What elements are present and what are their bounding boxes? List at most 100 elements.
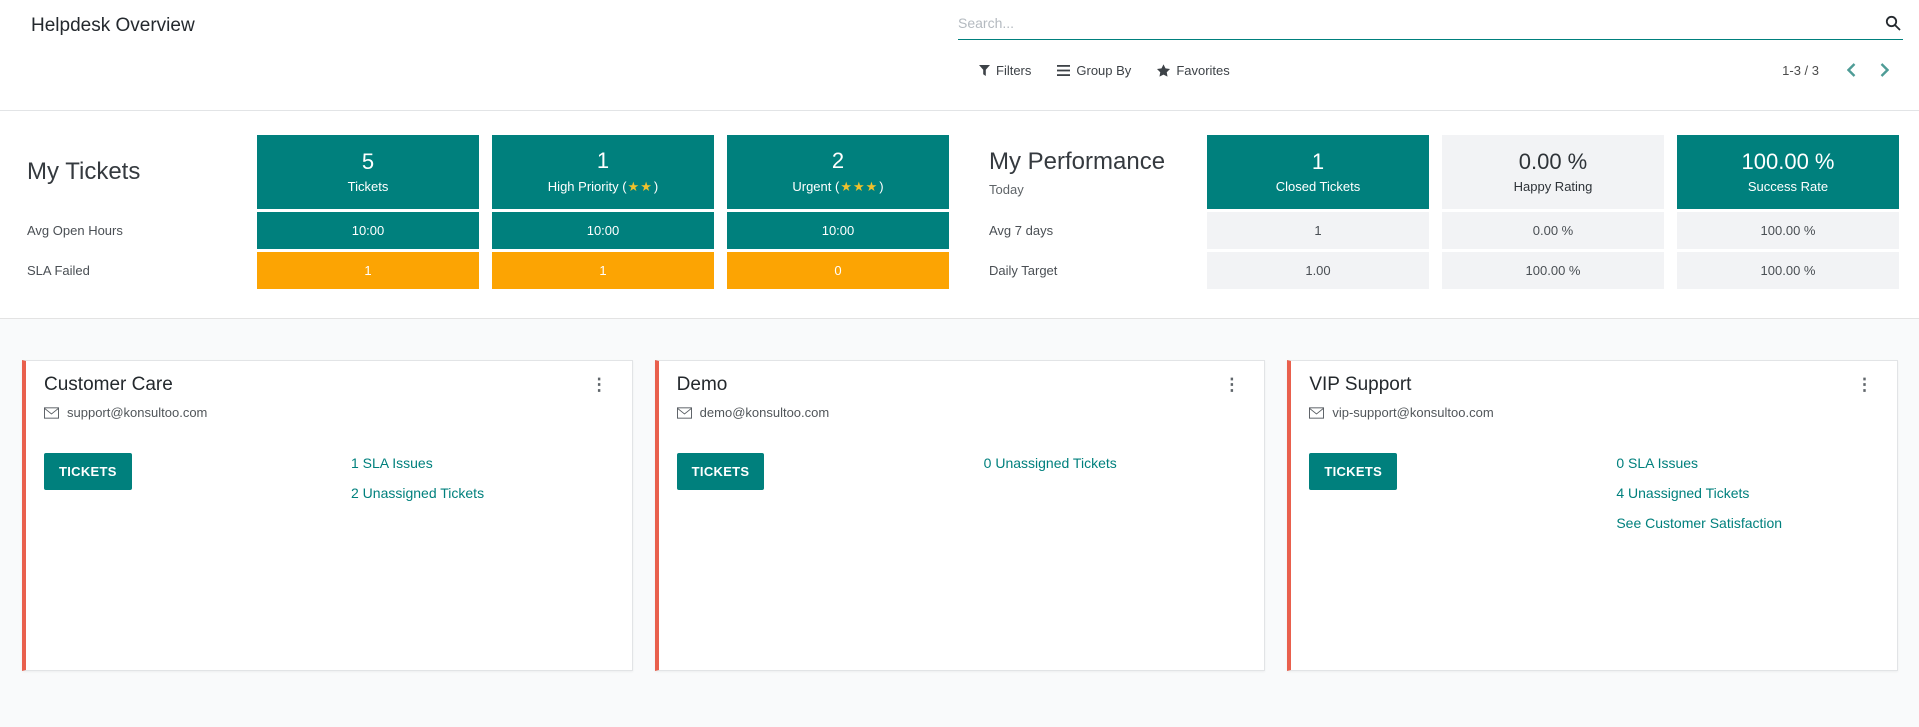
ticket-stat-column: 1 High Priority (★★) 10:00 1 (492, 135, 714, 289)
daily-target-label: Daily Target (989, 263, 1058, 278)
team-email-row: vip-support@konsultoo.com (1309, 405, 1879, 420)
search-icon[interactable] (1883, 15, 1903, 31)
kebab-menu-icon[interactable]: ⋮ (1223, 375, 1241, 394)
team-card: Demo ⋮ demo@konsultoo.com TICKETS 0 Unassign… (654, 360, 1266, 671)
team-card-body: TICKETS 0 Unassigned Tickets (676, 453, 1247, 490)
avg-7-days-cell[interactable]: 0.00 % (1442, 212, 1664, 249)
team-card-header: Demo ⋮ (677, 374, 1247, 396)
ticket-kpi-count: 1 (596, 148, 610, 174)
team-name: Demo (676, 374, 728, 395)
team-card-header: Customer Care ⋮ (44, 374, 614, 396)
search-controls-row: Filters Group By Favorites 1-3 / 3 (958, 51, 1903, 89)
performance-stat-column: 0.00 % Happy Rating 0.00 % 100.00 % (1442, 135, 1664, 289)
performance-kpi-value: 1 (1311, 148, 1325, 174)
filters-button[interactable]: Filters (970, 57, 1040, 84)
performance-kpi-label: Closed Tickets (1275, 179, 1361, 195)
daily-target-cell[interactable]: 1.00 (1207, 252, 1429, 289)
avg-open-hours-cell[interactable]: 10:00 (727, 212, 949, 249)
pager-previous-button[interactable] (1839, 59, 1864, 81)
sla-failed-cell[interactable]: 0 (727, 252, 949, 289)
dashboard-stats-band: My Tickets Avg Open Hours SLA Failed 5 Ti… (0, 111, 1919, 319)
favorites-star-icon (1157, 63, 1171, 77)
performance-kpi-box[interactable]: 100.00 % Success Rate (1677, 135, 1899, 209)
team-email: support@konsultoo.com (67, 405, 208, 420)
tickets-button[interactable]: TICKETS (676, 453, 765, 490)
top-navbar: Helpdesk Overview Filters (0, 0, 1919, 111)
team-card-body: TICKETS 1 SLA Issues 2 Unassigned Tickets (44, 453, 614, 501)
tickets-button[interactable]: TICKETS (44, 453, 132, 490)
group-by-bars-icon (1057, 64, 1071, 76)
sla-failed-label: SLA Failed (27, 263, 90, 278)
team-card-body: TICKETS 0 SLA Issues 4 Unassigned Tickets S… (1309, 453, 1879, 531)
performance-kpi-box[interactable]: 1 Closed Tickets (1207, 135, 1429, 209)
daily-target-cell[interactable]: 100.00 % (1442, 252, 1664, 289)
sla-failed-cell[interactable]: 1 (492, 252, 714, 289)
favorites-label: Favorites (1176, 62, 1230, 78)
ticket-stat-column: 5 Tickets 10:00 1 (257, 135, 479, 289)
search-bar (958, 10, 1903, 40)
sla-failed-cell[interactable]: 1 (257, 252, 479, 289)
priority-stars-icon: ★★★ (840, 178, 879, 194)
envelope-icon (676, 406, 692, 419)
ticket-kpi-count: 2 (831, 148, 845, 174)
kebab-menu-icon[interactable]: ⋮ (590, 375, 608, 394)
tickets-button[interactable]: TICKETS (1309, 453, 1398, 490)
pager: 1-3 / 3 (1782, 59, 1903, 81)
performance-stat-column: 100.00 % Success Rate 100.00 % 100.00 % (1677, 135, 1899, 289)
team-email: demo@konsultoo.com (699, 405, 830, 420)
performance-kpi-value: 100.00 % (1741, 148, 1835, 174)
avg-open-hours-cell[interactable]: 10:00 (257, 212, 479, 249)
performance-kpi-label: Success Rate (1747, 179, 1829, 195)
team-email-row: support@konsultoo.com (44, 405, 614, 420)
group-by-button[interactable]: Group By (1048, 57, 1140, 84)
team-link[interactable]: 1 SLA Issues (351, 455, 433, 471)
avg-open-hours-cell[interactable]: 10:00 (492, 212, 714, 249)
performance-kpi-box[interactable]: 0.00 % Happy Rating (1442, 135, 1664, 209)
performance-kpi-value: 0.00 % (1518, 148, 1588, 174)
my-performance-labels: My Performance Today Avg 7 days Daily Ta… (989, 135, 1207, 289)
ticket-kpi-box[interactable]: 1 High Priority (★★) (492, 135, 714, 209)
ticket-kpi-box[interactable]: 5 Tickets (257, 135, 479, 209)
page-title: Helpdesk Overview (31, 15, 195, 36)
team-link[interactable]: See Customer Satisfaction (1616, 515, 1783, 531)
kebab-menu-icon[interactable]: ⋮ (1856, 375, 1874, 394)
my-tickets-section: My Tickets Avg Open Hours SLA Failed 5 Ti… (27, 135, 962, 289)
ticket-kpi-box[interactable]: 2 Urgent (★★★) (727, 135, 949, 209)
ticket-kpi-count: 5 (361, 148, 375, 174)
avg-open-hours-label: Avg Open Hours (27, 223, 123, 238)
performance-kpi-label: Happy Rating (1513, 179, 1593, 195)
daily-target-cell[interactable]: 100.00 % (1677, 252, 1899, 289)
team-card-header: VIP Support ⋮ (1309, 374, 1879, 396)
avg-7-days-label: Avg 7 days (989, 223, 1054, 238)
team-name: Customer Care (44, 374, 173, 395)
breadcrumb-area: Helpdesk Overview (0, 0, 958, 110)
team-link[interactable]: 0 SLA Issues (1616, 455, 1699, 471)
search-panel: Filters Group By Favorites 1-3 / 3 (958, 0, 1919, 110)
team-card: Customer Care ⋮ support@konsultoo.com TICKE… (22, 360, 633, 671)
avg-7-days-cell[interactable]: 100.00 % (1677, 212, 1899, 249)
favorites-button[interactable]: Favorites (1148, 57, 1238, 84)
filter-buttons-group: Filters Group By Favorites (970, 57, 1239, 84)
filter-funnel-icon (979, 64, 990, 76)
my-performance-subtitle: Today (989, 181, 1024, 197)
my-performance-section: My Performance Today Avg 7 days Daily Ta… (962, 135, 1912, 289)
pager-next-button[interactable] (1872, 59, 1897, 81)
team-links: 1 SLA Issues 2 Unassigned Tickets (351, 448, 484, 508)
search-input[interactable] (958, 14, 1883, 31)
team-name: VIP Support (1309, 374, 1412, 395)
team-email: vip-support@konsultoo.com (1332, 405, 1494, 420)
filters-label: Filters (996, 62, 1032, 78)
team-card: VIP Support ⋮ vip-support@konsultoo.com TIC… (1287, 360, 1899, 671)
avg-7-days-cell[interactable]: 1 (1207, 212, 1429, 249)
envelope-icon (1309, 406, 1325, 419)
my-tickets-title: My Tickets (27, 158, 141, 185)
my-performance-title: My Performance (989, 147, 1166, 175)
team-links: 0 SLA Issues 4 Unassigned Tickets See Cust… (1616, 448, 1782, 538)
ticket-stat-column: 2 Urgent (★★★) 10:00 0 (727, 135, 949, 289)
priority-stars-icon: ★★ (627, 178, 653, 194)
team-link[interactable]: 2 Unassigned Tickets (351, 485, 485, 501)
envelope-icon (44, 406, 59, 419)
team-link[interactable]: 4 Unassigned Tickets (1616, 485, 1750, 501)
team-link[interactable]: 0 Unassigned Tickets (983, 455, 1117, 471)
pager-range: 1-3 / 3 (1782, 62, 1819, 78)
